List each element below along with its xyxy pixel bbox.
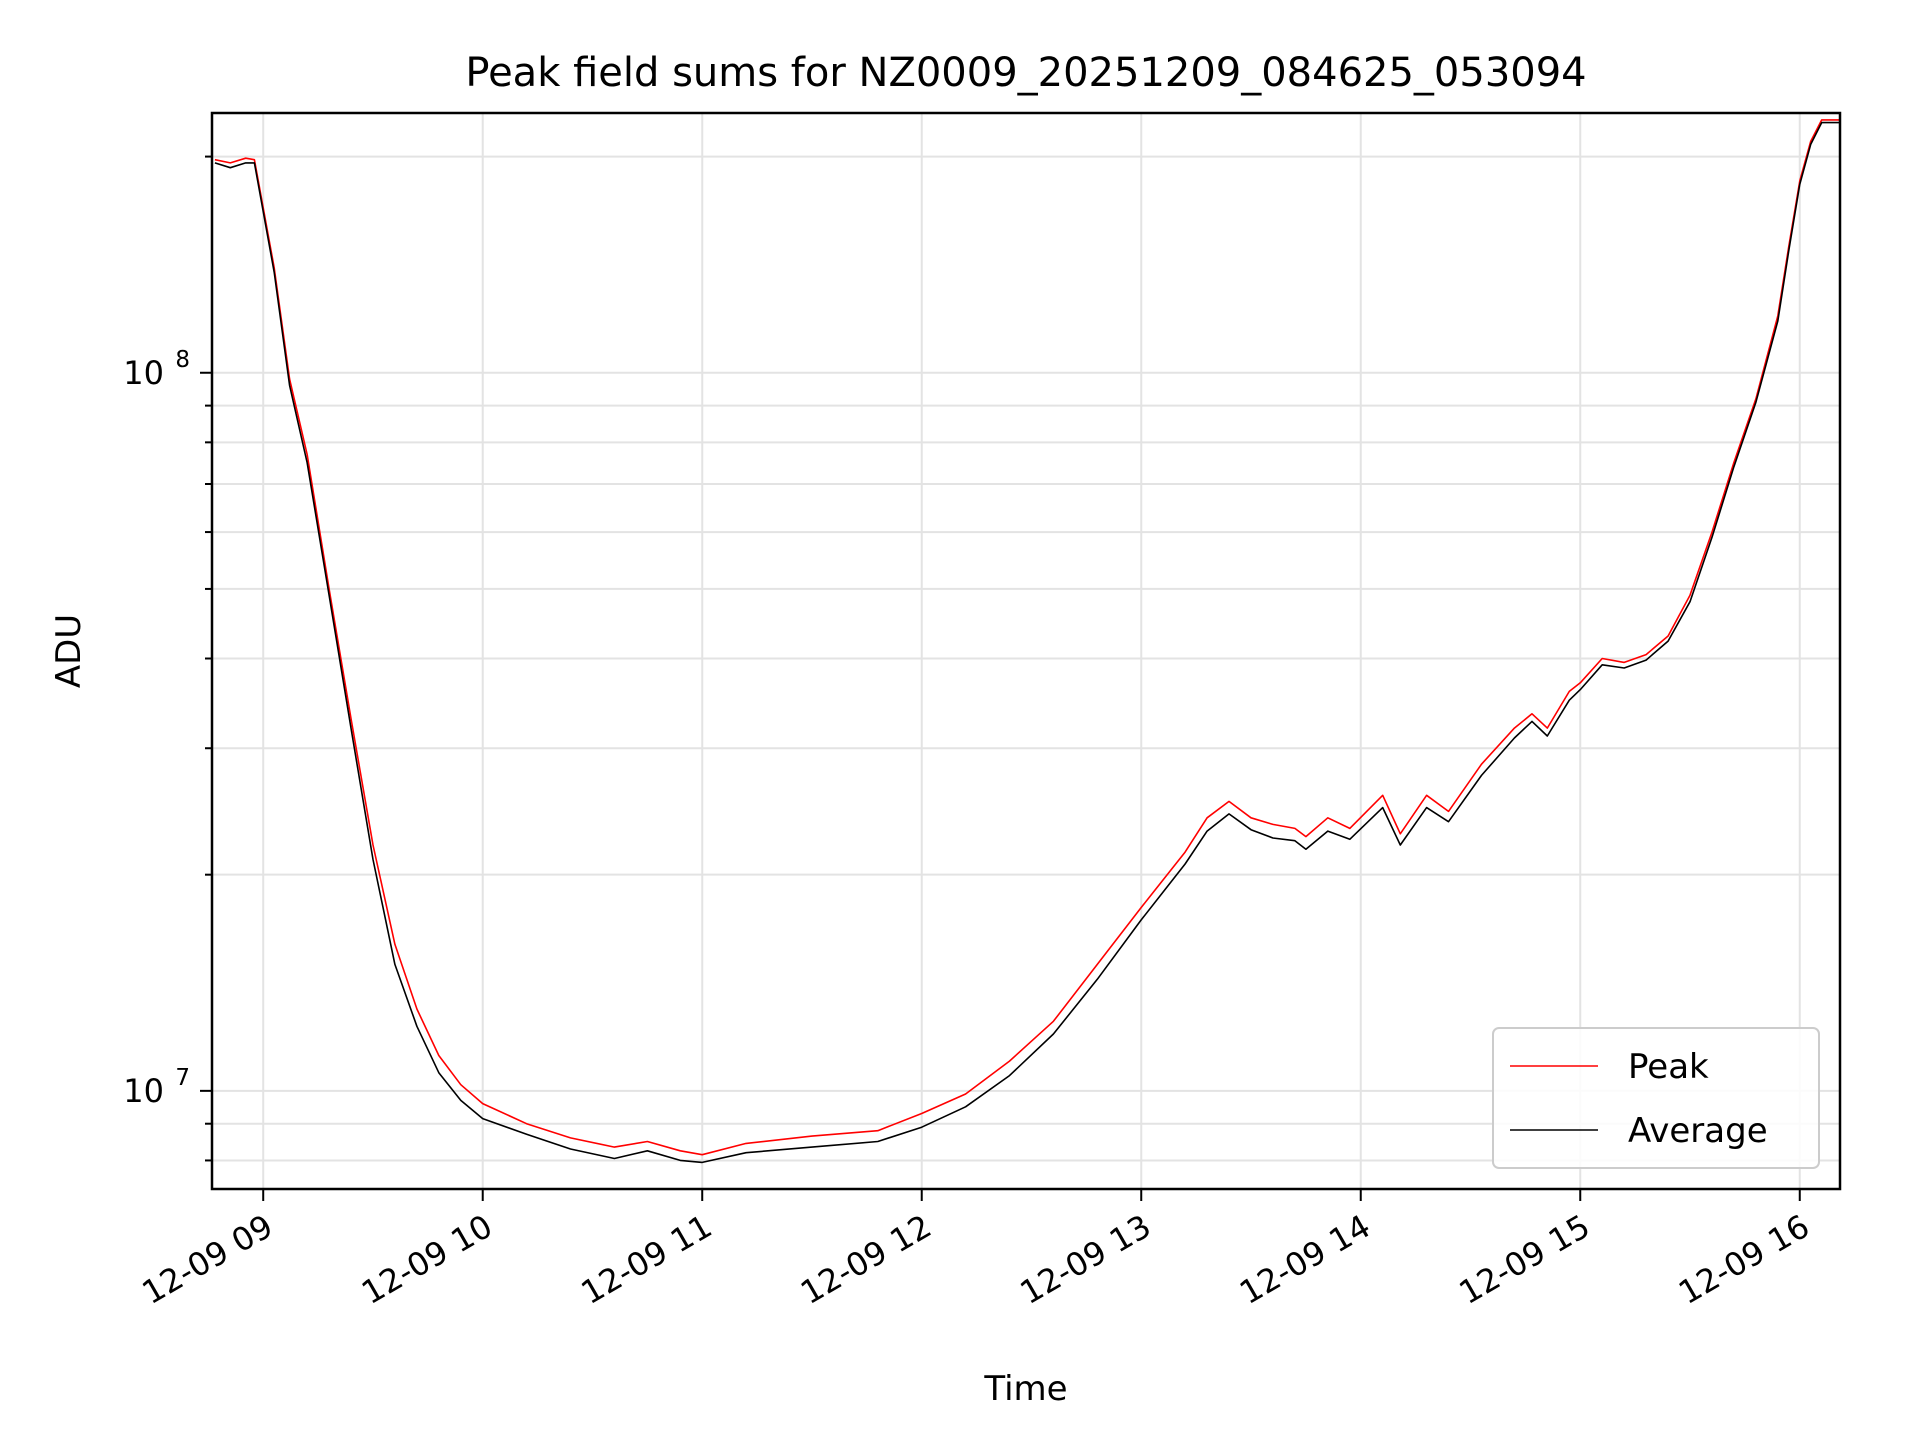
chart-title: Peak field sums for NZ0009_20251209_0846…: [465, 50, 1586, 96]
x-axis-label: Time: [983, 1369, 1067, 1409]
series-line-average: [214, 121, 1840, 1164]
y-tick-label: 10: [123, 1072, 164, 1110]
series-line-peak: [214, 119, 1840, 1156]
series-lines: [214, 119, 1840, 1164]
legend-label-peak: Peak: [1628, 1047, 1709, 1087]
y-axis-label: ADU: [49, 614, 89, 688]
y-tick-label: 10: [123, 354, 164, 392]
legend-box: [1492, 1027, 1820, 1169]
y-tick-exponent: 7: [175, 1065, 190, 1091]
legend-label-average: Average: [1628, 1111, 1768, 1151]
legend: Peak Average: [1492, 1027, 1820, 1169]
grid: [212, 113, 1840, 1189]
plot-frame: [210, 111, 1842, 1191]
y-tick-exponent: 8: [175, 347, 190, 373]
